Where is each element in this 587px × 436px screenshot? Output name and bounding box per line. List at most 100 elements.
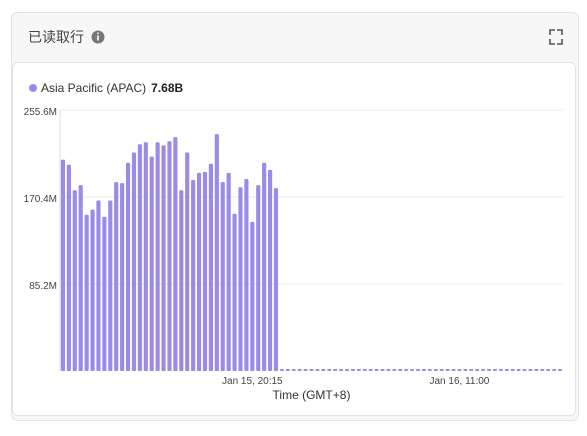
panel-title: 已读取行 [28,29,84,46]
bar [469,368,474,371]
bar [90,209,95,371]
bar [557,368,563,371]
bar [202,171,208,371]
bar [285,368,290,371]
bar [232,213,237,371]
bar [185,152,190,371]
bar [344,368,350,371]
bar [208,163,213,371]
bar [481,368,486,371]
bar [244,179,249,371]
bar [303,368,308,371]
bar [149,156,154,371]
bar [504,368,509,371]
bar [415,368,421,371]
bar [451,368,456,371]
bar [309,368,314,371]
bar [445,368,450,371]
x-tick-label: Jan 15, 20:15 [222,376,283,387]
info-icon-dot [97,32,99,35]
bar [374,368,379,371]
bar [191,180,196,371]
bar [214,134,219,371]
bar [492,368,498,371]
bar [528,368,533,371]
bar [120,183,125,371]
bar [84,214,89,371]
bar [333,368,338,371]
expand-icon[interactable] [549,29,563,45]
bar [463,368,468,371]
bar [155,142,160,371]
bar [516,368,521,371]
bar [96,200,101,371]
bar [327,368,332,371]
bar [404,368,409,371]
bar [143,142,148,371]
bar [540,368,545,371]
bar [173,137,178,371]
bar [196,172,202,371]
bar [256,185,261,371]
bar [368,368,373,371]
y-tick-label: 170.4M [24,194,57,205]
bar [102,216,107,371]
bar [279,368,284,371]
bar [167,141,172,371]
bar [262,162,267,371]
bar [66,164,71,371]
bar [362,368,367,371]
bar [250,221,255,371]
bar [238,187,243,371]
bar [273,188,279,371]
bar [339,368,344,371]
bar [522,368,527,371]
bar [125,162,131,371]
bar [114,182,119,371]
bar [486,368,492,371]
bar [427,368,432,371]
bar [498,368,503,371]
bar [60,159,66,371]
bar [161,145,166,371]
bar [534,368,539,371]
bar [179,190,184,371]
bar [475,368,480,371]
bar [297,368,302,371]
bar [398,368,403,371]
bar [386,368,391,371]
bar [392,368,397,371]
bar [220,182,225,371]
bar [552,368,557,371]
bar [268,169,273,371]
bar [315,368,320,371]
bar [510,368,515,371]
x-axis-label: Time (GMT+8) [273,388,351,402]
bar [356,368,361,371]
bar [433,368,438,371]
legend-label: Asia Pacific (APAC) [41,81,146,95]
bar [439,368,444,371]
bar [291,368,296,371]
bar [131,152,137,371]
y-tick-label: 85.2M [29,281,57,292]
bar [226,172,231,371]
x-tick-label: Jan 16, 11:00 [430,376,490,387]
bar [321,368,326,371]
bar [421,368,427,371]
bar [78,185,83,371]
info-icon-stem [97,35,99,41]
legend-total: 7.68B [151,81,183,95]
bar [350,368,355,371]
bar [457,368,462,371]
bar [546,368,551,371]
bar [380,368,385,371]
bar [410,368,415,371]
bar [108,200,113,371]
y-tick-label: 255.6M [24,107,57,118]
bar [72,190,77,371]
bar [137,144,142,371]
legend-swatch [29,84,37,92]
